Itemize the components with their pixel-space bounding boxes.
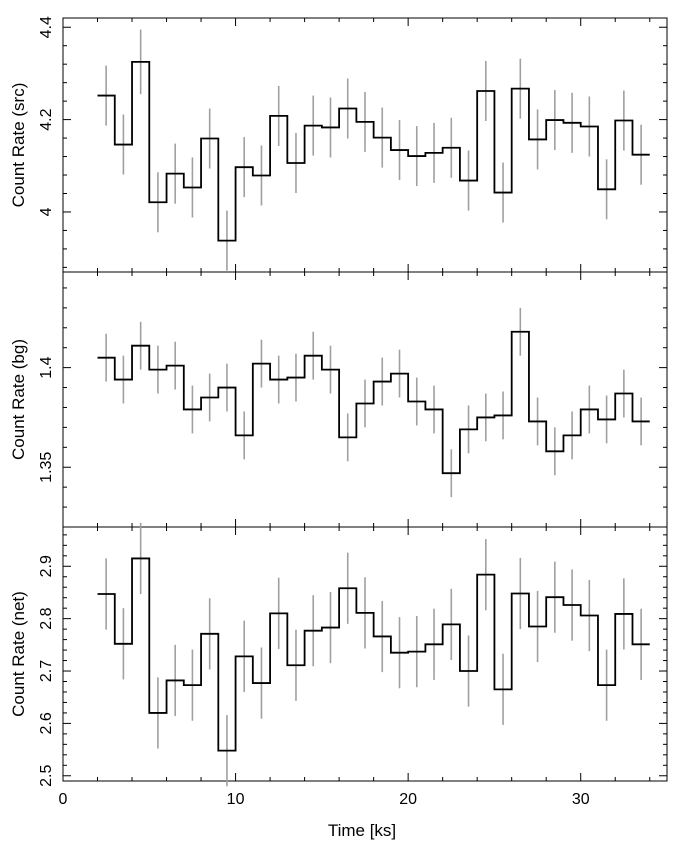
y-axis-label: Count Rate (net) [9, 591, 28, 717]
series [97, 29, 650, 271]
y-tick-label: 1.4 [38, 356, 55, 378]
panel-2: 1.35 1.4 Count Rate (bg) [9, 271, 668, 528]
y-tick-label: 2.6 [38, 712, 55, 734]
step-line [97, 557, 650, 752]
x-tick-label: 10 [227, 791, 245, 808]
y-axis-label: Count Rate (src) [9, 83, 28, 208]
x-tick-label: 0 [59, 791, 68, 808]
y-axis-label: Count Rate (bg) [9, 339, 28, 460]
panel-3: 2.5 2.6 2.7 2.8 2.9 Count Rate (net) 0 10 20 30 [9, 522, 668, 808]
y-tick-label: 4.4 [38, 16, 55, 38]
y-tick-label: 4 [38, 207, 55, 216]
series [97, 522, 650, 787]
y-tick-label: 1.35 [38, 452, 55, 483]
y-tick-label: 2.5 [38, 765, 55, 787]
series [97, 307, 650, 498]
x-tick-label: 30 [572, 791, 590, 808]
step-line [97, 330, 650, 475]
x-tick-label: 20 [399, 791, 417, 808]
y-tick-label: 2.8 [38, 607, 55, 629]
panel-1: 4 4.2 4.4 Count Rate (src) [9, 16, 668, 273]
y-tick-label: 2.7 [38, 660, 55, 682]
panel-frame [62, 526, 668, 782]
x-axis-label: Time [ks] [328, 821, 396, 840]
step-line [97, 60, 650, 242]
y-tick-label: 2.9 [38, 555, 55, 577]
y-tick-label: 4.2 [38, 108, 55, 130]
